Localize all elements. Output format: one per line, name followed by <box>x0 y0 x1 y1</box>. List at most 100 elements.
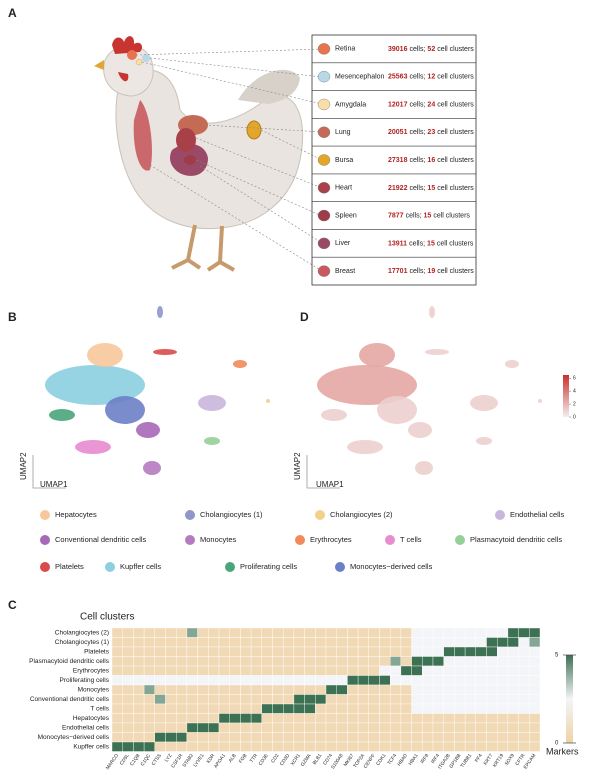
heatmap-cell <box>454 741 466 752</box>
tissue-name: Mesencephalon <box>335 74 385 81</box>
heatmap-cell <box>336 684 348 695</box>
unit-label: cell clusters <box>437 101 474 108</box>
heatmap-cell <box>507 646 519 657</box>
heatmap-cell <box>229 684 241 695</box>
heatmap-cell <box>304 684 316 695</box>
heatmap-cell <box>143 637 156 648</box>
heatmap-cell <box>272 741 284 752</box>
heatmap-cell <box>411 627 423 638</box>
heatmap-cell <box>368 722 380 733</box>
cluster <box>321 409 347 421</box>
heatmap-cell <box>165 732 177 743</box>
heatmap-cell <box>240 741 252 752</box>
heatmap-cell <box>379 675 391 686</box>
tissue-list: Retina 39016 cells; 52 cell clustersMesencep… <box>312 43 476 277</box>
heatmap-cell <box>250 627 263 638</box>
heatmap-cell <box>432 684 444 695</box>
heatmap-cell <box>272 637 284 648</box>
tissue-icon <box>317 43 331 55</box>
heatmap-cell <box>422 656 434 667</box>
heatmap-cell <box>261 722 273 733</box>
heatmap-cell <box>336 665 348 676</box>
heatmap-cell <box>486 665 498 676</box>
heatmap-cell <box>379 637 391 648</box>
heatmap-cell <box>443 675 455 686</box>
heatmap-cell <box>208 665 220 676</box>
heatmap-cell <box>390 694 402 705</box>
cell-count: 15 <box>427 240 435 247</box>
heatmap-cell <box>486 627 498 638</box>
heatmap-cell <box>325 703 337 714</box>
heatmap-cell <box>315 703 327 714</box>
heatmap-cell <box>208 703 220 714</box>
heatmap-cell <box>475 665 487 676</box>
tissue-icon <box>317 126 331 138</box>
heatmap-cell <box>475 656 487 667</box>
heatmap-cell <box>443 665 455 676</box>
heatmap-cell <box>111 703 123 714</box>
heatmap-cell <box>293 713 305 724</box>
heatmap-cell <box>464 684 477 695</box>
heatmap-cell <box>432 732 444 743</box>
heatmap-cell <box>111 732 123 743</box>
heatmap-cell <box>240 732 252 743</box>
tissue-stats: 25563 cells; 12 cell clusters <box>388 74 474 81</box>
heatmap-cell <box>250 656 263 667</box>
heatmap-cell <box>283 713 295 724</box>
heatmap-cell <box>347 722 359 733</box>
heatmap-cell <box>390 637 402 648</box>
heatmap-cell <box>143 741 156 752</box>
heatmap-cell <box>272 646 284 657</box>
heatmap-cell <box>336 637 348 648</box>
heatmap-cell <box>368 741 380 752</box>
cluster <box>143 461 161 475</box>
heatmap-cell <box>475 732 487 743</box>
heatmap-cell <box>293 656 305 667</box>
heatmap-cell <box>143 732 156 743</box>
heatmap-cell <box>432 694 444 705</box>
heatmap-cell <box>497 741 509 752</box>
heatmap-cell <box>154 703 166 714</box>
heatmap-cell <box>229 741 241 752</box>
cell-count: 21922 <box>388 185 408 192</box>
heatmap-cell <box>133 665 145 676</box>
heatmap-cell <box>111 675 123 686</box>
heatmap-cell <box>283 741 295 752</box>
heatmap-cell <box>208 627 220 638</box>
heatmap-cell <box>368 675 380 686</box>
heatmap-cell <box>240 694 252 705</box>
heatmap-cell <box>347 675 359 686</box>
heatmap-cell <box>111 713 123 724</box>
heatmap-cell <box>368 656 380 667</box>
legend-marker <box>385 535 395 545</box>
column-label: TUBB1 <box>459 753 473 769</box>
heatmap-cell <box>529 665 541 676</box>
heatmap-cell <box>315 646 327 657</box>
heatmap-cell <box>518 665 530 676</box>
heatmap-cell <box>400 637 412 648</box>
heatmap-cell <box>218 627 230 638</box>
heatmap-cell <box>432 637 444 648</box>
heatmap-cell <box>143 675 156 686</box>
heatmap-cell <box>175 675 188 686</box>
legend-label: Conventional dendritic cells <box>55 535 147 544</box>
heatmap-cell <box>443 656 455 667</box>
heatmap-cell <box>507 627 519 638</box>
column-label: GZMA <box>300 752 313 767</box>
column-label: LYZ <box>164 753 174 763</box>
heatmap-cell <box>261 627 273 638</box>
heatmap-cell <box>165 741 177 752</box>
heatmap-cell <box>186 722 198 733</box>
tissue-name: Lung <box>335 129 351 136</box>
cluster <box>377 396 417 424</box>
heatmap-cell <box>133 732 145 743</box>
heatmap-cell <box>368 637 380 648</box>
heatmap-cell <box>486 694 498 705</box>
heatmap-cell <box>186 665 198 676</box>
heatmap-cell <box>464 732 477 743</box>
column-label: FGB <box>238 753 249 765</box>
heatmap-cell <box>165 637 177 648</box>
heatmap-cell <box>111 637 123 648</box>
heatmap-cell <box>240 665 252 676</box>
